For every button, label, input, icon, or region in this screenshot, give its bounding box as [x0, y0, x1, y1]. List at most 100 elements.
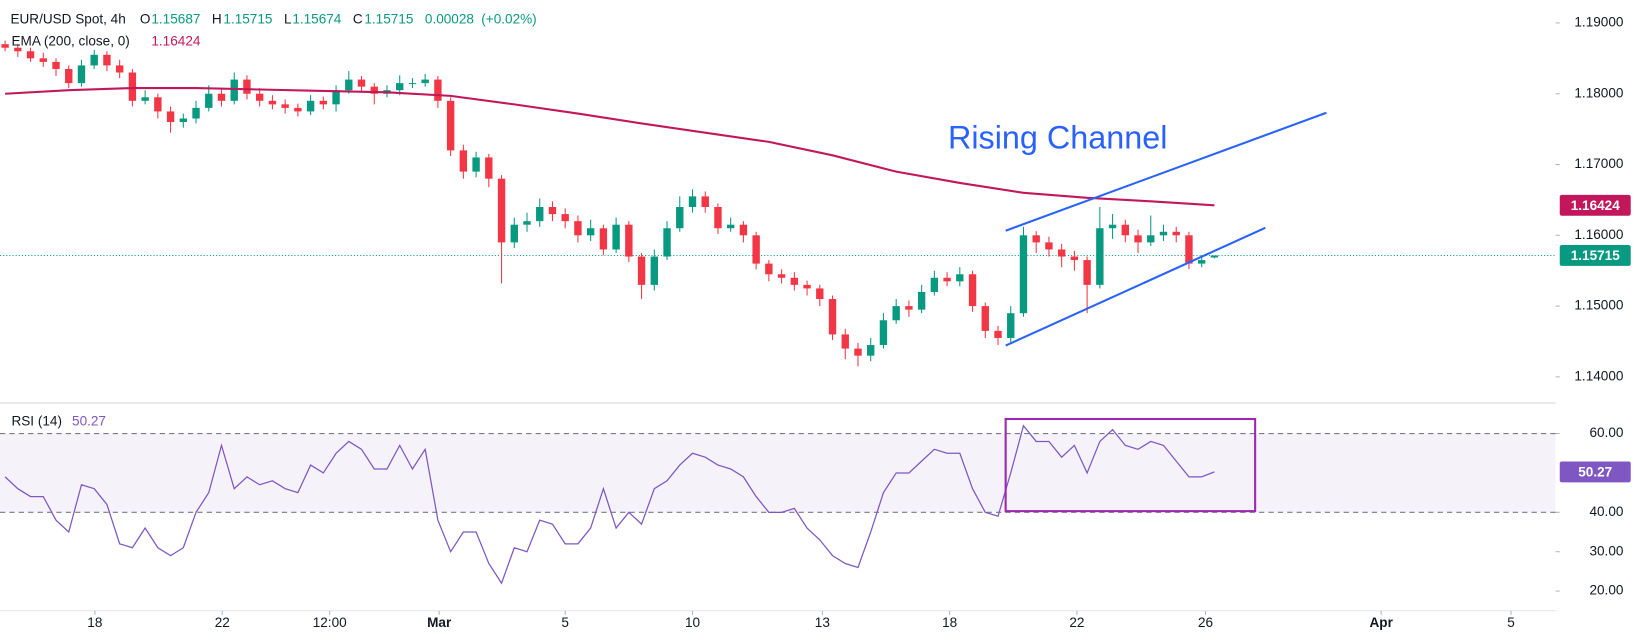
candle-body — [867, 345, 875, 356]
candle-body — [77, 65, 86, 84]
candle-body — [905, 306, 913, 310]
candle-body — [14, 47, 22, 52]
ohlc-value: 1.15687 — [151, 11, 200, 26]
candle-body — [128, 72, 137, 101]
candle-body — [994, 330, 1002, 338]
ohlc-prefix: L — [284, 11, 292, 26]
x-tick-label: 22 — [215, 615, 230, 630]
candle-body — [701, 196, 709, 208]
candle-body — [357, 79, 366, 87]
candle-body — [956, 274, 964, 282]
x-tick-label: 10 — [685, 615, 701, 630]
candle-body — [612, 224, 620, 250]
rsi-name: RSI (14) — [11, 413, 62, 428]
candle-body — [726, 224, 735, 229]
candle-body — [917, 291, 926, 310]
candle-body — [625, 224, 633, 257]
ohlc-value: 1.15715 — [223, 11, 272, 26]
candle-body — [1121, 224, 1129, 236]
y-tick-label: 1.15000 — [1574, 298, 1623, 313]
candle-body — [561, 214, 569, 222]
y-tick-label: 40.00 — [1589, 504, 1623, 519]
candle-body — [332, 90, 340, 105]
candle-body — [637, 256, 646, 285]
candle-body — [408, 83, 417, 85]
ohlc-prefix: H — [212, 11, 222, 26]
rsi-last-label-box — [1559, 461, 1631, 483]
candle-body — [205, 93, 213, 108]
y-tick-label: 60.00 — [1589, 425, 1623, 440]
candle-body — [485, 157, 493, 179]
candle-body — [663, 228, 671, 257]
ohlc-value: 1.15715 — [364, 11, 413, 26]
candle-body — [790, 277, 799, 285]
change: 0.00028 — [425, 11, 474, 26]
candle-body — [1057, 249, 1066, 257]
candle-body — [90, 54, 98, 66]
change-pct: (+0.02%) — [481, 11, 536, 26]
channel-line — [1005, 226, 1266, 347]
candle-body — [599, 228, 608, 250]
candle-body — [714, 207, 722, 229]
x-tick-label: 18 — [942, 615, 957, 630]
ohlc-prefix: C — [353, 11, 363, 26]
channel-line — [1005, 111, 1327, 232]
ema-name: EMA (200, close, 0) — [11, 33, 129, 48]
candle-body — [421, 79, 429, 84]
candle-body — [676, 207, 684, 229]
candle-body — [1159, 231, 1168, 236]
ema-last-label-box — [1559, 194, 1631, 216]
candle-body — [1210, 255, 1219, 258]
candle-body — [1083, 260, 1091, 285]
price-last-label: 1.15715 — [1571, 248, 1620, 263]
candle-body — [943, 277, 951, 282]
candle-body — [574, 221, 582, 236]
candle-body — [52, 61, 60, 69]
candle-body — [1134, 235, 1142, 243]
candle-body — [803, 284, 811, 289]
candle-body — [306, 100, 315, 112]
y-tick-label: 1.16000 — [1574, 227, 1623, 242]
candle-body — [1, 44, 9, 48]
x-tick-label: 5 — [561, 615, 569, 630]
candle-body — [650, 256, 658, 285]
candle-body — [115, 65, 124, 73]
candle-body — [281, 104, 289, 108]
candle-body — [523, 221, 531, 225]
candle-body — [255, 93, 264, 101]
rsi-band — [0, 433, 1556, 513]
candle-body — [472, 157, 480, 172]
y-tick-label: 20.00 — [1589, 583, 1623, 598]
candle-body — [536, 207, 544, 222]
candle-body — [1147, 235, 1155, 243]
ema-last-label: 1.16424 — [1571, 198, 1620, 213]
candle-body — [370, 86, 378, 94]
x-tick-label: 13 — [815, 615, 830, 630]
candle-body — [217, 93, 226, 101]
candle-body — [230, 79, 238, 101]
rsi-box — [1004, 417, 1257, 513]
candle-body — [1172, 231, 1180, 236]
candle-body — [396, 83, 404, 91]
candle-body — [854, 348, 862, 356]
y-tick-label: 1.14000 — [1574, 368, 1623, 383]
x-tick-label: Apr — [1369, 615, 1393, 630]
y-tick-label: 1.19000 — [1574, 15, 1623, 30]
candle-body — [103, 54, 111, 66]
candle-body — [345, 79, 353, 91]
ohlc-value: 1.15674 — [292, 11, 341, 26]
ema-value: 1.16424 — [151, 33, 200, 48]
candle-body — [1007, 313, 1015, 338]
candle-body — [816, 288, 824, 300]
candle-body — [446, 100, 455, 151]
candle-body — [739, 224, 748, 236]
price-last-label-box — [1559, 245, 1631, 266]
ohlc-prefix: O — [140, 11, 151, 26]
candle-body — [39, 58, 47, 62]
candle-body — [510, 224, 518, 243]
candle-body — [892, 306, 900, 321]
candle-body — [65, 68, 73, 84]
